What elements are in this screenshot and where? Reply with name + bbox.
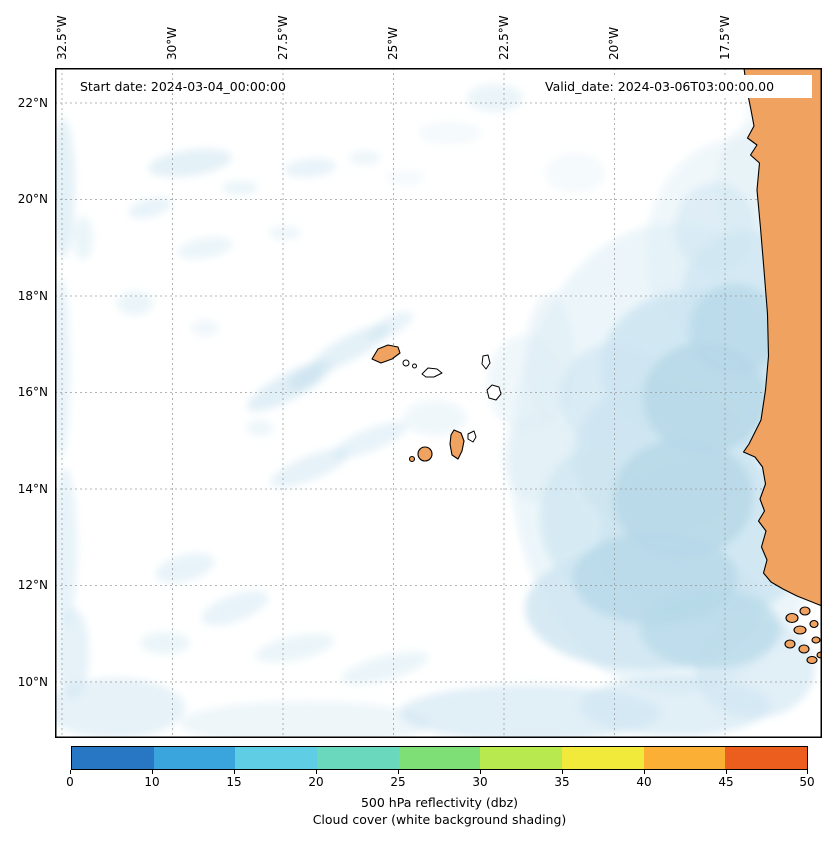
colorbar-tick [562, 770, 563, 774]
bijagos-islands [784, 606, 826, 665]
map-frame [55, 68, 822, 738]
island-santiago [449, 429, 465, 460]
colorbar-tick-label: 35 [554, 775, 570, 789]
island-sao-vicente [402, 359, 410, 367]
island-santa-luzia [412, 363, 417, 369]
colorbar-tick-label: 15 [226, 775, 242, 789]
colorbar [71, 746, 808, 770]
island-boa-vista [486, 384, 502, 401]
land-layer [371, 67, 826, 665]
colorbar-tick [70, 770, 71, 774]
island-fogo [417, 446, 433, 462]
colorbar-tick [398, 770, 399, 774]
y-tick-label-18n: 18°N [17, 289, 48, 303]
colorbar-segment [153, 747, 236, 769]
start-date-label: Start date: 2024-03-04_00:00:00 [80, 79, 286, 94]
gridlines [55, 68, 822, 738]
colorbar-tick [644, 770, 645, 774]
y-tick-label-14n: 14°N [17, 482, 48, 496]
colorbar-tick [807, 770, 808, 774]
west-african-coastline [742, 67, 823, 607]
island-maio [467, 430, 477, 443]
colorbar-tick-label: 45 [718, 775, 734, 789]
map-canvas [45, 67, 837, 745]
colorbar-segment [725, 747, 808, 769]
colorbar-segment [235, 747, 318, 769]
cloud-layer-dense [288, 284, 781, 668]
colorbar-tick [726, 770, 727, 774]
x-tick-label-22-5w: 22.5°W [497, 15, 511, 60]
colorbar-segment [643, 747, 726, 769]
cape-verde-outline-islands [402, 354, 502, 443]
x-tick-label-27-5w: 27.5°W [276, 15, 290, 60]
colorbar-tick-label: 0 [66, 775, 74, 789]
colorbar-title: 500 hPa reflectivity (dbz) [360, 795, 519, 810]
figure-subtitle: Cloud cover (white background shading) [312, 812, 567, 827]
colorbar-segment [398, 747, 481, 769]
y-tick-label-12n: 12°N [17, 578, 48, 592]
colorbar-tick-label: 20 [308, 775, 324, 789]
colorbar-tick [480, 770, 481, 774]
colorbar-tick-label: 25 [390, 775, 406, 789]
colorbar-segment [72, 747, 154, 769]
x-tick-label-30w: 30°W [165, 26, 179, 60]
colorbar-segment [562, 747, 644, 769]
x-tick-label-20w: 20°W [607, 26, 621, 60]
island-santo-antao [371, 344, 401, 364]
x-tick-label-17-5w: 17.5°W [718, 15, 732, 60]
valid-date-box: Valid_date: 2024-03-06T03:00:00.00 [536, 75, 812, 98]
island-sao-nicolau [421, 367, 443, 378]
island-brava [408, 455, 416, 463]
colorbar-segment [480, 747, 563, 769]
colorbar-tick-label: 10 [144, 775, 160, 789]
y-tick-label-22n: 22°N [17, 96, 48, 110]
y-tick-label-10n: 10°N [17, 675, 48, 689]
colorbar-tick-label: 40 [636, 775, 652, 789]
x-tick-label-32-5w: 32.5°W [55, 15, 69, 60]
valid-date-label: Valid_date: 2024-03-06T03:00:00.00 [545, 79, 775, 94]
colorbar-segment [317, 747, 399, 769]
colorbar-tick [316, 770, 317, 774]
colorbar-tick [152, 770, 153, 774]
x-tick-label-25w: 25°W [386, 26, 400, 60]
colorbar-tick [234, 770, 235, 774]
colorbar-tick-label: 50 [799, 775, 815, 789]
map-area [45, 67, 837, 745]
y-tick-label-20n: 20°N [17, 192, 48, 206]
island-sal [481, 354, 491, 370]
colorbar-tick-label: 30 [472, 775, 488, 789]
y-tick-label-16n: 16°N [17, 385, 48, 399]
